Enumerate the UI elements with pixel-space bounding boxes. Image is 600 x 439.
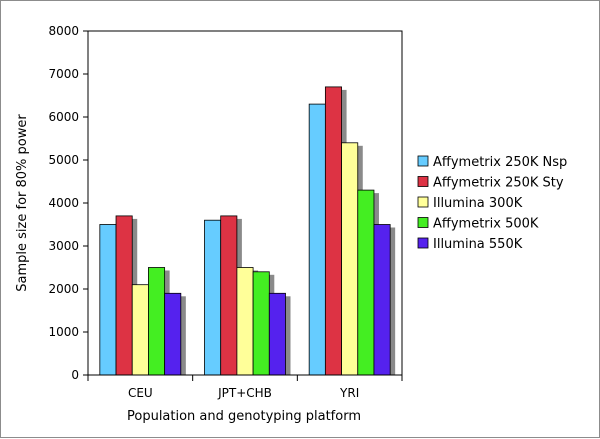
legend-label: Illumina 550K — [433, 237, 523, 252]
legend-label: Affymetrix 250K Sty — [433, 176, 564, 191]
bar — [220, 215, 238, 376]
bar — [115, 215, 133, 376]
y-tick-label: 2000 — [48, 282, 79, 296]
legend-swatch — [417, 237, 429, 249]
y-tick-label: 4000 — [48, 196, 79, 210]
y-tick-label: 1000 — [48, 325, 79, 339]
bar — [268, 292, 286, 376]
bar — [99, 224, 117, 376]
legend-swatch — [417, 196, 429, 208]
legend-swatch — [417, 155, 429, 167]
bar — [341, 142, 359, 376]
legend-swatch — [417, 176, 429, 187]
legend-swatch — [417, 217, 429, 228]
bar — [324, 86, 342, 376]
y-tick-label: 7000 — [48, 67, 79, 81]
bar — [308, 103, 326, 376]
legend: Affymetrix 250K Nsp Affymetrix 250K Sty Il… — [417, 155, 567, 252]
bar — [204, 219, 222, 376]
legend-label: Affymetrix 250K Nsp — [433, 155, 567, 170]
bar — [236, 267, 254, 376]
y-tick-label: 8000 — [48, 24, 79, 38]
bar — [148, 267, 166, 376]
x-tick-label: CEU — [128, 386, 153, 400]
y-tick-label: 5000 — [48, 153, 79, 167]
x-tick-label: JPT+CHB — [217, 386, 272, 400]
plot-area — [99, 86, 396, 376]
x-axis-title: Population and genotyping platform — [127, 409, 361, 424]
legend-label: Affymetrix 500K — [433, 217, 539, 232]
legend-label: Illumina 300K — [433, 196, 523, 211]
y-axis-title: Sample size for 80% power — [15, 114, 30, 292]
y-tick-label: 3000 — [48, 239, 79, 253]
x-tick-label: YRI — [339, 386, 359, 400]
y-tick-label: 0 — [71, 368, 79, 382]
bar — [252, 271, 270, 376]
bar — [373, 224, 391, 376]
y-tick-label: 6000 — [48, 110, 79, 124]
bar — [357, 189, 375, 376]
bar — [164, 292, 182, 376]
axes: 0 1000 2000 3000 4000 5000 6000 7000 8000 CEU JPT+… — [48, 24, 403, 400]
bar — [131, 284, 149, 376]
